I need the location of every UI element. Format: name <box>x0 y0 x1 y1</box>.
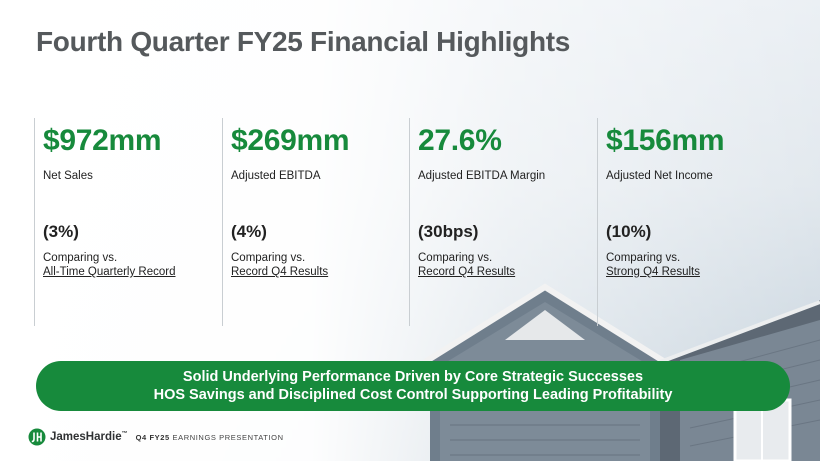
metric-adjusted-ebitda: $269mm Adjusted EBITDA (4%) Comparing vs… <box>222 118 410 326</box>
banner-line-1: Solid Underlying Performance Driven by C… <box>182 369 644 385</box>
metric-label: Adjusted EBITDA <box>231 170 321 182</box>
gable-trim <box>423 283 667 365</box>
metric-comparing: Comparing vs. <box>418 252 493 264</box>
summary-banner: Solid Underlying Performance Driven by C… <box>36 361 790 411</box>
metric-change: (3%) <box>43 222 79 241</box>
metric-label: Adjusted Net Income <box>606 170 713 182</box>
banner-line-2: HOS Savings and Disciplined Cost Control… <box>153 387 673 403</box>
metric-value: $269mm <box>231 124 350 157</box>
metric-value: $156mm <box>606 124 725 157</box>
metric-label: Adjusted EBITDA Margin <box>418 170 546 182</box>
metric-comparison-link[interactable]: Record Q4 Results <box>418 266 516 278</box>
metric-change: (4%) <box>231 222 267 241</box>
metrics-panel: $972mm Net Sales (3%) Comparing vs. All-… <box>34 118 794 326</box>
footer: JamesHardie™ Q4 FY25 EARNINGS PRESENTATI… <box>28 427 284 447</box>
metric-comparing: Comparing vs. <box>43 252 118 264</box>
metric-value: 27.6% <box>418 124 502 157</box>
footer-subtitle: Q4 FY25 EARNINGS PRESENTATION <box>135 432 284 442</box>
metric-change: (30bps) <box>418 222 479 241</box>
metric-comparing: Comparing vs. <box>231 252 306 264</box>
metric-net-sales: $972mm Net Sales (3%) Comparing vs. All-… <box>34 118 222 326</box>
metric-comparison-link[interactable]: Record Q4 Results <box>231 266 329 278</box>
metric-comparison-link[interactable]: Strong Q4 Results <box>606 266 700 278</box>
page-title: Fourth Quarter FY25 Financial Highlights <box>36 26 571 57</box>
metric-comparing: Comparing vs. <box>606 252 681 264</box>
james-hardie-logo-icon <box>28 428 46 446</box>
metric-adjusted-net-income: $156mm Adjusted Net Income (10%) Compari… <box>597 118 785 326</box>
metric-label: Net Sales <box>43 170 93 182</box>
metric-value: $972mm <box>43 124 162 157</box>
brand-name: JamesHardie™ <box>50 431 128 443</box>
metric-ebitda-margin: 27.6% Adjusted EBITDA Margin (30bps) Com… <box>409 118 597 326</box>
metric-comparison-link[interactable]: All-Time Quarterly Record <box>43 266 176 278</box>
metric-change: (10%) <box>606 222 652 241</box>
